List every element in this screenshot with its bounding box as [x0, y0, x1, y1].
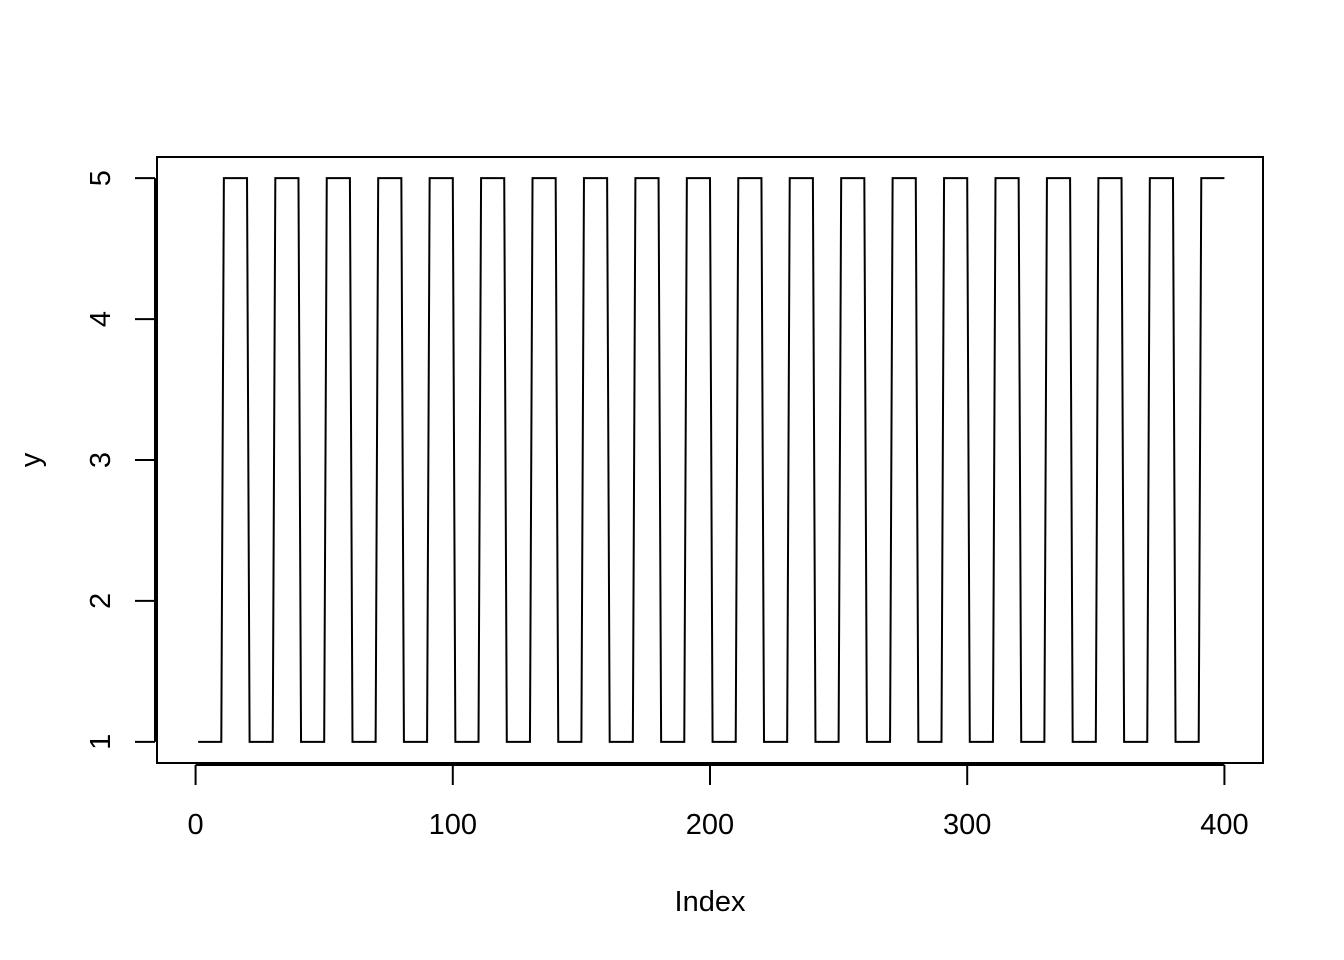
x-tick-label: 0: [188, 809, 204, 841]
x-tick-label: 200: [686, 809, 734, 841]
y-axis: 1 2 3 4 5: [85, 170, 156, 750]
x-axis-label: Index: [675, 886, 746, 918]
x-tick-label: 100: [429, 809, 477, 841]
plot-frame: [156, 156, 1264, 764]
y-tick-label: 3: [85, 452, 117, 468]
y-axis-label: y: [15, 452, 47, 467]
x-tick-label: 400: [1200, 809, 1248, 841]
y-tick-label: 1: [85, 734, 117, 750]
x-tick-label: 300: [943, 809, 991, 841]
y-tick-label: 5: [85, 170, 117, 186]
y-tick-label: 2: [85, 593, 117, 609]
series-line: [198, 177, 1225, 743]
y-tick-label: 4: [85, 311, 117, 327]
x-axis: 0 100 200 300 400: [188, 764, 1249, 841]
